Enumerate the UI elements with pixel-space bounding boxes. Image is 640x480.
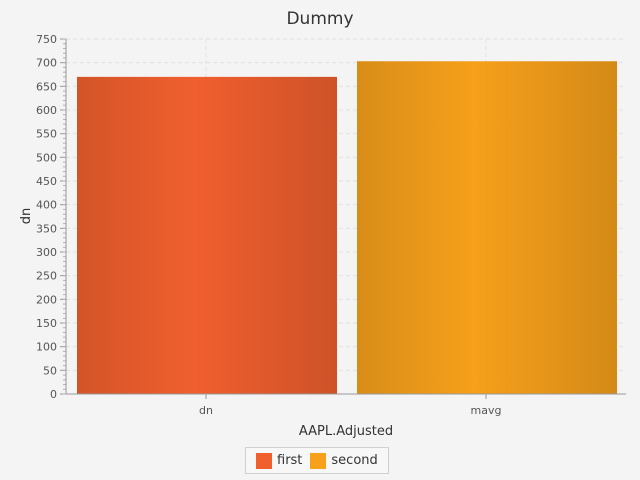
bar-first-dn[interactable] <box>77 76 337 394</box>
legend-label-second: second <box>331 453 378 468</box>
chart-title: Dummy <box>286 9 353 29</box>
y-tick-label: 450 <box>36 175 57 188</box>
y-tick-label: 550 <box>36 128 57 141</box>
legend-swatch-first <box>256 452 272 469</box>
y-tick-label: 700 <box>36 57 57 70</box>
y-tick-label: 250 <box>36 270 57 283</box>
y-tick-label: 200 <box>36 293 57 306</box>
x-tick-label: mavg <box>471 404 502 417</box>
y-tick-label: 650 <box>36 80 57 93</box>
bar-second-mavg[interactable] <box>357 61 617 394</box>
y-tick-label: 500 <box>36 151 57 164</box>
plot-area: 0 50 100 150 200 250 300 350 400 450 500 550 600 650 7… <box>36 33 626 417</box>
y-tick-label: 100 <box>36 341 57 354</box>
x-tick-label: dn <box>199 404 213 417</box>
y-tick-label: 300 <box>36 246 57 259</box>
legend-label-first: first <box>277 453 303 468</box>
y-axis-label: dn <box>19 208 34 225</box>
y-tick-label: 150 <box>36 317 57 330</box>
legend-item-first[interactable]: first <box>256 452 303 469</box>
x-axis-label: AAPL.Adjusted <box>299 424 393 439</box>
y-tick-label: 400 <box>36 199 57 212</box>
y-tick-label: 350 <box>36 222 57 235</box>
legend: first second <box>245 447 389 474</box>
y-tick-label: 50 <box>43 364 57 377</box>
y-tick-label: 750 <box>36 33 57 46</box>
y-tick-label: 600 <box>36 104 57 117</box>
legend-item-second[interactable]: second <box>310 452 378 469</box>
y-tick-label: 0 <box>50 388 57 401</box>
legend-swatch-second <box>310 452 327 469</box>
